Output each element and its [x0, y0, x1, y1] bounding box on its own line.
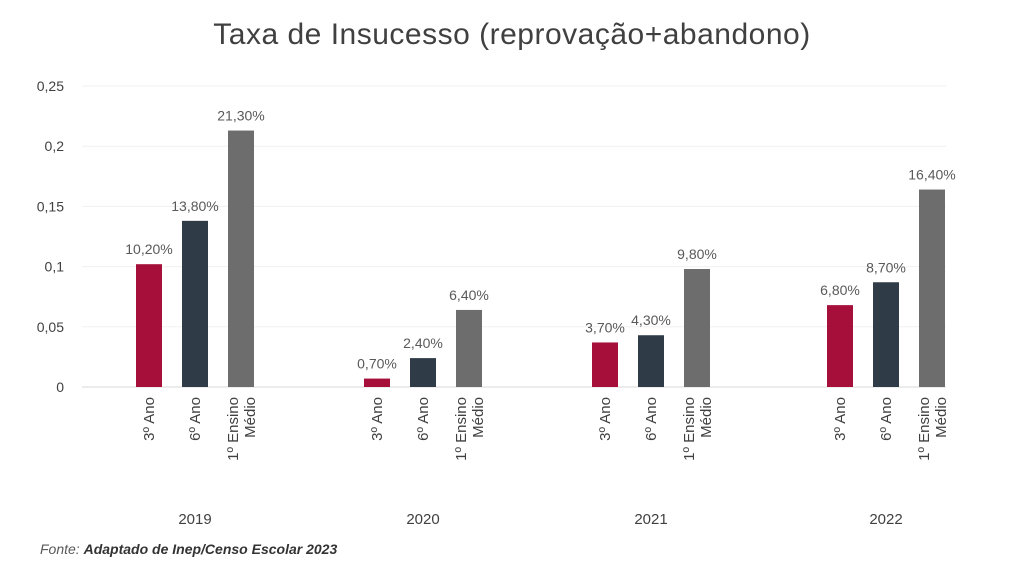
group-label: 2019 [178, 511, 211, 528]
data-label: 3,70% [585, 319, 625, 335]
y-tick-label: 0,15 [37, 198, 64, 214]
bar [592, 342, 618, 387]
y-tick-label: 0,05 [37, 319, 64, 335]
bar [827, 305, 853, 387]
category-label: 1º EnsinoMédio [916, 397, 950, 461]
category-label: 1º EnsinoMédio [453, 397, 487, 461]
bar [456, 309, 482, 387]
bar [638, 335, 664, 387]
chart-title: Taxa de Insucesso (reprovação+abandono) [213, 18, 811, 51]
group-label: 2021 [634, 511, 667, 528]
bar [228, 130, 254, 387]
y-tick-label: 0,2 [45, 138, 65, 154]
category-label: 1º EnsinoMédio [681, 397, 715, 461]
data-label: 10,20% [125, 241, 172, 257]
group-label: 2020 [406, 511, 439, 528]
data-label: 2,40% [403, 335, 443, 351]
bar [410, 358, 436, 387]
data-label: 8,70% [866, 259, 906, 275]
bar [919, 189, 945, 387]
data-label: 21,30% [217, 108, 264, 124]
y-tick-label: 0 [56, 379, 64, 395]
bar [136, 264, 162, 387]
source-text: Adaptado de Inep/Censo Escolar 2023 [83, 541, 338, 557]
category-label: 1º EnsinoMédio [225, 397, 259, 461]
data-label: 6,40% [449, 287, 489, 303]
y-tick-label: 0,1 [45, 259, 65, 275]
category-label: 3º Ano [597, 397, 614, 441]
category-label: 3º Ano [369, 397, 386, 441]
category-label: 6º Ano [187, 397, 204, 441]
data-label: 13,80% [171, 198, 218, 214]
data-label: 4,30% [631, 312, 671, 328]
bar [873, 282, 899, 387]
data-label: 6,80% [820, 282, 860, 298]
bar [364, 378, 390, 387]
category-label: 6º Ano [643, 397, 660, 441]
category-label: 6º Ano [415, 397, 432, 441]
y-tick-label: 0,25 [37, 78, 64, 94]
category-label: 3º Ano [141, 397, 158, 441]
bar [182, 220, 208, 387]
source-note: Fonte: Adaptado de Inep/Censo Escolar 20… [40, 541, 337, 557]
category-label: 3º Ano [832, 397, 849, 441]
data-label: 9,80% [677, 246, 717, 262]
category-label: 6º Ano [878, 397, 895, 441]
group-label: 2022 [869, 511, 902, 528]
data-label: 16,40% [908, 167, 955, 183]
data-label: 0,70% [357, 356, 397, 372]
bar [684, 269, 710, 387]
source-prefix: Fonte: [40, 541, 84, 557]
